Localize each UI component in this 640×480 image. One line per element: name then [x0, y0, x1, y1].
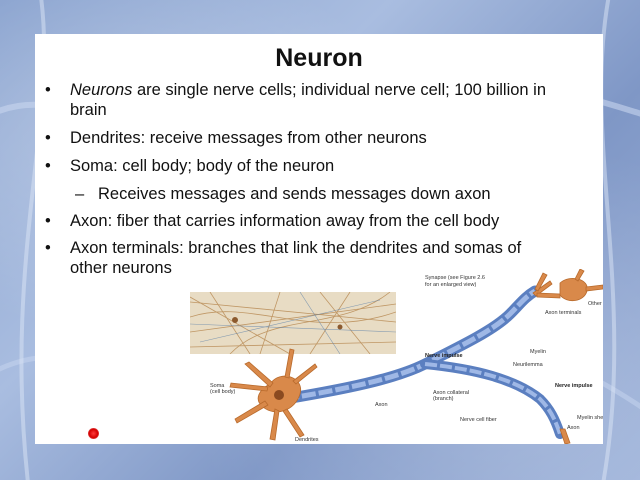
label-nerve-cell-fiber: Nerve cell fiber [460, 417, 497, 423]
bullet-text: Soma: cell body; body of the neuron [70, 157, 335, 175]
bullet-text: Dendrites: receive messages from other n… [70, 129, 427, 147]
bullet-text: Axon: fiber that carries information awa… [70, 212, 500, 230]
neuron-diagram: Synapse (see Figure 2.6 for an enlarged … [210, 269, 603, 444]
bullet-dot: • [45, 129, 51, 147]
label-myelin-sheath: Myelin sheath [577, 415, 603, 421]
label-soma-2: (cell body) [210, 389, 236, 395]
label-dendrites: Dendrites [295, 437, 319, 443]
bullet-term-neurons: Neurons [70, 81, 133, 99]
label-axon-2: Axon [567, 425, 580, 431]
neuron-micrograph-image [190, 292, 396, 354]
label-axon-collateral-2: (branch) [433, 396, 454, 402]
label-other-neuron: Other neuron [588, 301, 603, 307]
label-axon-terminals: Axon terminals [545, 310, 582, 316]
label-soma-1: Soma [210, 383, 225, 389]
slide-content: Neuron • Neurons are single nerve cells;… [35, 34, 603, 444]
bullet-text-line2: other neurons [70, 259, 172, 277]
label-neurilemma: Neurilemma [513, 362, 544, 368]
label-synapse-1: Synapse (see Figure 2.6 [425, 275, 485, 281]
bullet-text: are single nerve cells; individual nerve… [132, 81, 547, 99]
bullet-dot: • [45, 212, 51, 230]
bullet-text-line2: brain [70, 101, 107, 119]
sub-bullet-dash: – [75, 185, 85, 203]
label-synapse-2: for an enlarged view) [425, 282, 477, 288]
bullet-dot: • [45, 239, 51, 257]
label-axon: Axon [375, 402, 388, 408]
label-nerve-impulse-2: Nerve impulse [555, 383, 593, 389]
label-nerve-impulse-1: Nerve impulse [425, 353, 463, 359]
slide-title: Neuron [275, 44, 363, 72]
label-myelin: Myelin [530, 349, 546, 355]
laser-pointer-dot [88, 428, 99, 439]
bullet-text: Axon terminals: branches that link the d… [70, 239, 522, 257]
bullet-text: Receives messages and sends messages dow… [98, 185, 491, 203]
bullet-dot: • [45, 81, 51, 99]
label-axon-collateral-1: Axon collateral [433, 390, 469, 396]
bullet-dot: • [45, 157, 51, 175]
